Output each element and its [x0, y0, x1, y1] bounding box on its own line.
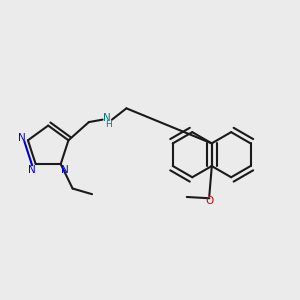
Text: N: N [61, 165, 69, 175]
Text: O: O [205, 196, 213, 206]
Text: N: N [103, 113, 111, 123]
Text: N: N [17, 133, 25, 143]
Text: N: N [28, 165, 35, 175]
Text: H: H [105, 120, 112, 129]
